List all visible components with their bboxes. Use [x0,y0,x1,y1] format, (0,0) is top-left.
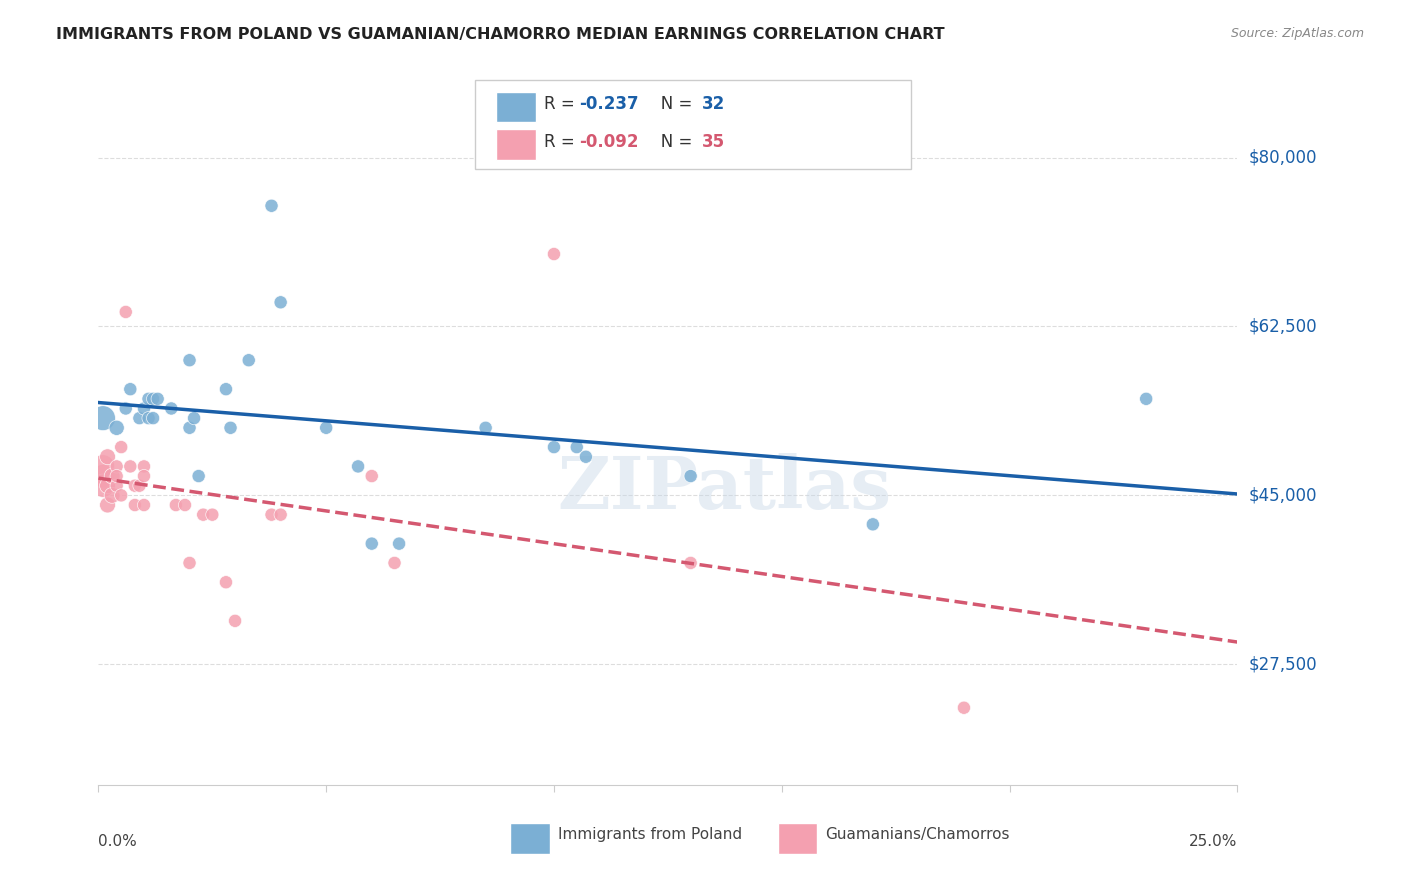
Point [138,411,160,425]
Point [1135,392,1157,406]
Point [347,459,370,474]
Point [260,508,283,522]
Point [384,556,406,570]
Point [193,508,215,522]
Point [138,392,160,406]
Point [201,508,224,522]
Point [270,508,292,522]
Point [219,421,242,435]
Point [165,498,187,512]
Point [215,382,238,396]
Point [91,411,114,425]
Point [105,421,128,435]
Point [110,440,132,454]
Point [388,536,411,550]
Point [146,392,169,406]
Point [96,498,118,512]
Point [179,421,201,435]
Text: 25.0%: 25.0% [1189,834,1237,849]
Text: 32: 32 [702,95,725,113]
Point [315,421,337,435]
Point [360,536,382,550]
Point [187,469,209,483]
Text: Immigrants from Poland: Immigrants from Poland [558,827,742,842]
Point [105,479,128,493]
Point [953,700,976,714]
Point [160,401,183,416]
Point [565,440,588,454]
Point [215,575,238,590]
Point [270,295,292,310]
Point [474,421,496,435]
Point [132,459,155,474]
Point [96,479,118,493]
Text: R =: R = [544,133,581,151]
Text: -0.237: -0.237 [579,95,638,113]
Text: 0.0%: 0.0% [98,834,138,849]
Point [179,556,201,570]
Point [260,199,283,213]
Point [101,488,124,502]
Text: $80,000: $80,000 [1249,148,1317,167]
Point [183,411,205,425]
Text: Source: ZipAtlas.com: Source: ZipAtlas.com [1230,27,1364,40]
Text: Guamanians/Chamorros: Guamanians/Chamorros [825,827,1010,842]
Text: $62,500: $62,500 [1249,318,1317,335]
Text: ZIPatlas: ZIPatlas [558,453,891,524]
Point [132,498,155,512]
Text: $27,500: $27,500 [1249,656,1317,673]
Text: R =: R = [544,95,581,113]
Text: N =: N = [645,95,697,113]
Point [105,459,128,474]
Point [575,450,598,464]
Text: N =: N = [645,133,697,151]
Point [679,469,702,483]
Point [105,469,128,483]
Point [179,353,201,368]
Point [360,469,382,483]
Point [142,411,165,425]
Point [110,488,132,502]
Text: $45,000: $45,000 [1249,486,1317,504]
Point [224,614,246,628]
Point [862,517,884,532]
Point [124,479,146,493]
Point [543,247,565,261]
Point [124,498,146,512]
Point [120,382,142,396]
Text: IMMIGRANTS FROM POLAND VS GUAMANIAN/CHAMORRO MEDIAN EARNINGS CORRELATION CHART: IMMIGRANTS FROM POLAND VS GUAMANIAN/CHAM… [56,27,945,42]
Point [120,459,142,474]
Point [132,401,155,416]
Point [91,479,114,493]
Point [128,479,150,493]
Point [174,498,197,512]
Point [91,459,114,474]
Point [128,411,150,425]
Point [543,440,565,454]
Point [91,469,114,483]
Text: 35: 35 [702,133,724,151]
Text: -0.092: -0.092 [579,133,638,151]
Point [132,469,155,483]
Point [114,401,136,416]
Point [142,392,165,406]
Point [679,556,702,570]
Point [101,469,124,483]
Point [114,305,136,319]
Point [238,353,260,368]
Point [96,450,118,464]
